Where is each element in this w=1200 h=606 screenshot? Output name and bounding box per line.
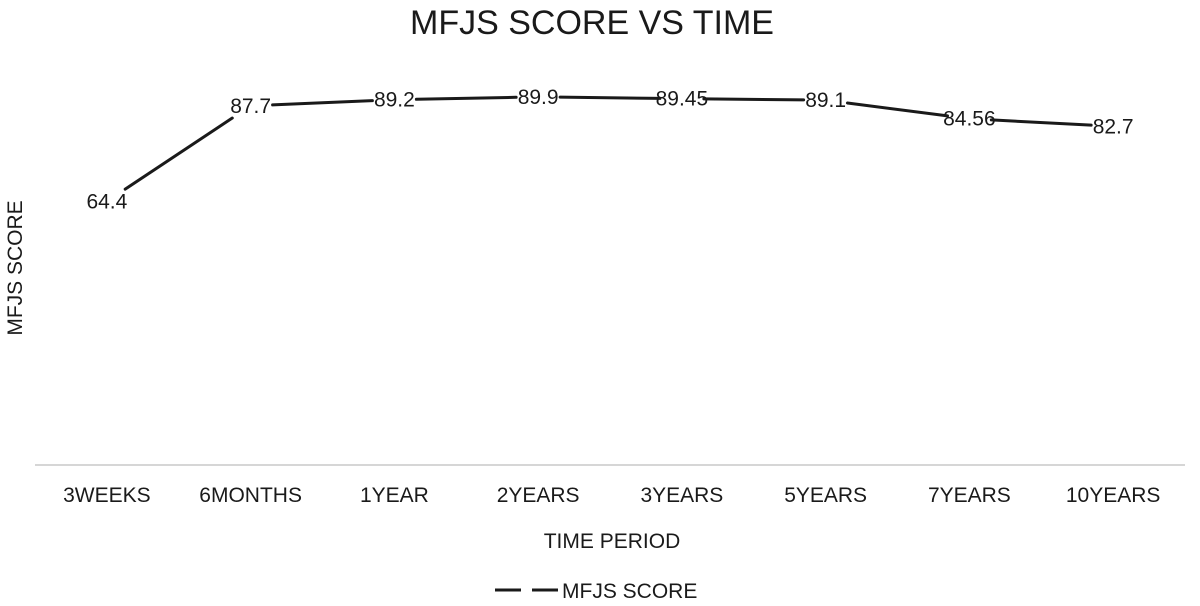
x-tick-label: 3WEEKS (63, 484, 151, 507)
x-tick-label: 10YEARS (1066, 484, 1161, 507)
x-axis-tick-labels: 3WEEKS 6MONTHS 1YEAR 2YEARS 3YEARS 5YEARS 7YEA… (63, 484, 1160, 507)
x-tick-label: 2YEARS (497, 484, 580, 507)
data-label: 82.7 (1093, 115, 1134, 138)
series-line-segment (414, 95, 518, 101)
data-label: 87.7 (230, 95, 271, 118)
data-label: 89.2 (374, 89, 415, 112)
data-label: 64.4 (86, 190, 127, 213)
legend: MFJS SCORE (495, 580, 697, 603)
series-line-segment (989, 118, 1093, 127)
series-line-segment (845, 101, 950, 118)
x-tick-label: 3YEARS (640, 484, 723, 507)
series-line-segment (558, 95, 662, 100)
data-label: 89.1 (805, 89, 846, 112)
data-label: 89.9 (518, 86, 559, 109)
x-tick-label: 7YEARS (928, 484, 1011, 507)
legend-label: MFJS SCORE (562, 580, 697, 603)
y-axis-title: MFJS SCORE (4, 200, 27, 335)
x-tick-label: 5YEARS (784, 484, 867, 507)
data-label: 89.45 (656, 88, 709, 111)
series-line-segment (271, 99, 374, 107)
series-line-segment (702, 97, 806, 102)
data-label: 84.56 (943, 108, 996, 131)
series-layer: 64.4 87.7 89.2 89.9 89.45 89.1 84.56 82.7 (86, 86, 1133, 213)
chart-title: MFJS SCORE VS TIME (410, 4, 774, 42)
series-line-segment (123, 116, 234, 191)
x-tick-label: 1YEAR (360, 484, 429, 507)
x-tick-label: 6MONTHS (199, 484, 302, 507)
x-axis-title: TIME PERIOD (544, 530, 681, 553)
